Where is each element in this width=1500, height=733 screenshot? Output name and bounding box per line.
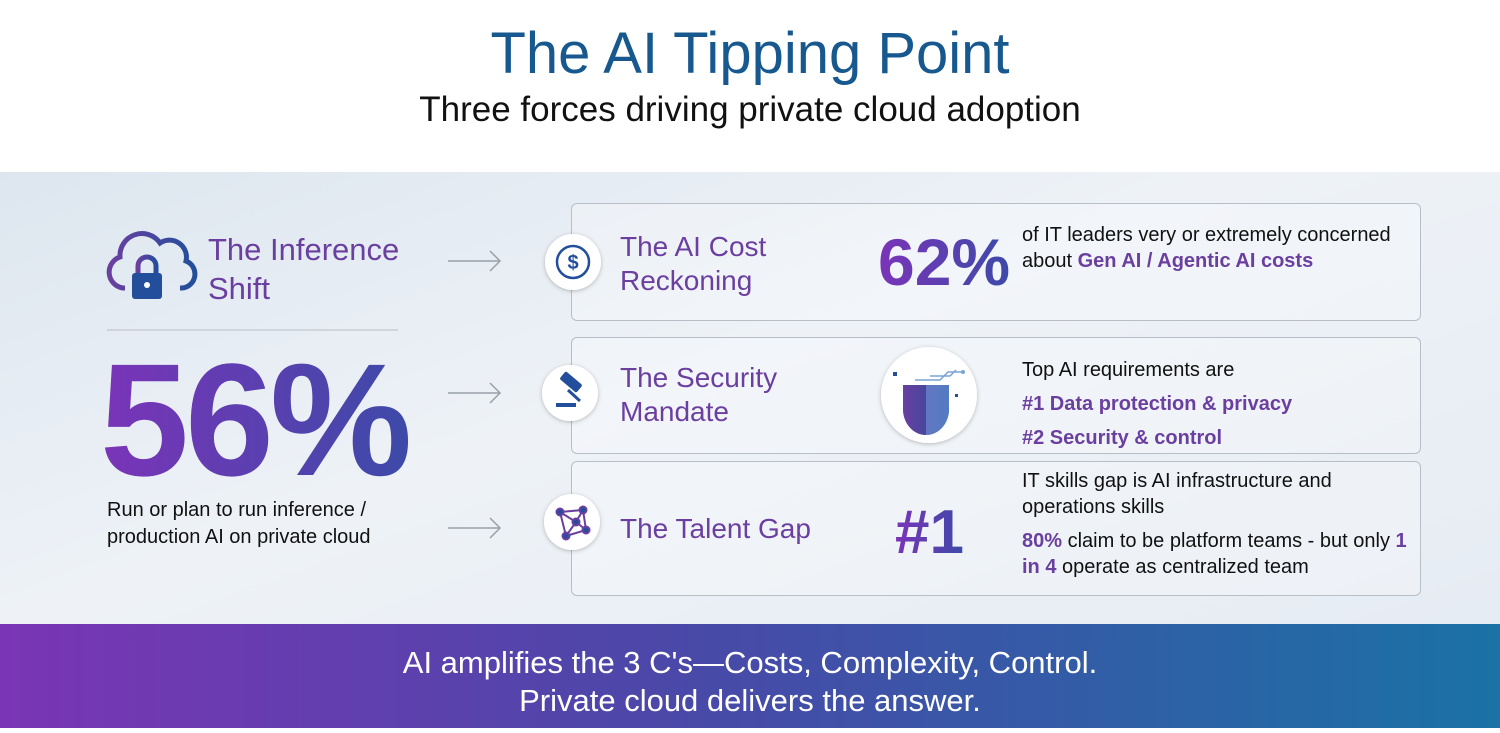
highlight: Gen AI / Agentic AI costs [1077, 250, 1314, 272]
row-box [571, 337, 1421, 454]
row-description: Top AI requirements are #1 Data protectio… [1022, 357, 1412, 459]
title: The AI Tipping Point [490, 21, 1010, 86]
network-icon [544, 494, 600, 550]
footer-line: AI amplifies the 3 C's—Costs, Complexity… [402, 645, 1098, 680]
text: IT skills gap is AI infrastructure and o… [1022, 470, 1332, 518]
left-title-text: The Inference Shift [208, 232, 400, 306]
highlight: 1 in 4 [1022, 530, 1407, 578]
content-band [0, 172, 1500, 624]
highlight: #2 Security & control [1022, 427, 1223, 449]
footer: AI amplifies the 3 C's—Costs, Complexity… [0, 624, 1500, 728]
gavel-icon [542, 365, 598, 421]
row-stat: #1 [895, 498, 964, 567]
paragraph: 80% claim to be platform teams - but onl… [1022, 528, 1412, 580]
text: operate as centralized team [1056, 556, 1309, 578]
row-title: The AI Cost Reckoning [620, 231, 767, 296]
cloud-lock-icon [106, 231, 198, 299]
row-box [571, 461, 1421, 596]
text: of IT leaders very or extremely concerne… [1022, 224, 1391, 272]
row-description: IT skills gap is AI infrastructure and o… [1022, 468, 1412, 588]
arrows [448, 250, 502, 539]
paragraph: Top AI requirements are [1022, 357, 1412, 383]
highlight: #1 Data protection & privacy [1022, 393, 1293, 415]
paragraph: #2 Security & control [1022, 425, 1412, 451]
footer-line: Private cloud delivers the answer. [519, 683, 981, 718]
row-title: The Security Mandate [620, 362, 778, 427]
paragraph: #1 Data protection & privacy [1022, 391, 1412, 417]
row-stat: 62% [878, 225, 1011, 299]
shield-icon [881, 347, 977, 443]
text: Top AI requirements are [1022, 359, 1235, 381]
left-caption: Run or plan to run inference / productio… [107, 499, 371, 548]
row-title: The Talent Gap [620, 513, 811, 544]
paragraph: of IT leaders very or extremely concerne… [1022, 222, 1402, 274]
row-description: of IT leaders very or extremely concerne… [1022, 222, 1402, 282]
left-stat: 56% [100, 330, 412, 509]
paragraph: IT skills gap is AI infrastructure and o… [1022, 468, 1412, 520]
highlight: 80% [1022, 530, 1063, 552]
svg-text:$: $ [567, 252, 578, 274]
subtitle: Three forces driving private cloud adopt… [419, 90, 1081, 129]
left-title: The Inference Shift [208, 230, 428, 308]
dollar-icon: $ [545, 234, 601, 290]
text: claim to be platform teams - but only [1062, 530, 1396, 552]
